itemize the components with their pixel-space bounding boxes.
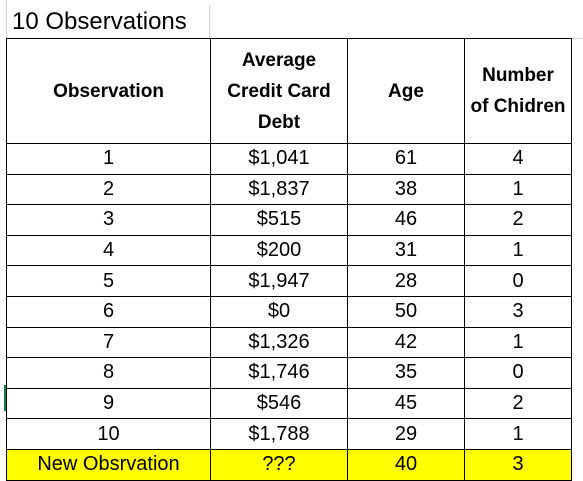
cell-children[interactable]: 2 xyxy=(464,387,572,420)
header-average-credit-card-debt[interactable]: Average Credit Card Debt xyxy=(210,38,348,144)
cell-age[interactable]: 50 xyxy=(347,295,465,328)
cell-observation[interactable]: 7 xyxy=(6,326,211,359)
header-row: Observation Average Credit Card Debt Age… xyxy=(6,38,572,144)
cell-age[interactable]: 29 xyxy=(347,418,465,450)
cell-children[interactable]: 1 xyxy=(464,173,572,206)
cell-observation[interactable]: 6 xyxy=(6,295,211,328)
table-row: 10 $1,788 29 1 xyxy=(6,418,572,450)
cell-debt[interactable]: $1,041 xyxy=(210,143,348,175)
table-row: 3 $515 46 2 xyxy=(6,204,572,236)
table-row: 5 $1,947 28 0 xyxy=(6,265,572,297)
cell-debt[interactable]: $200 xyxy=(210,234,348,267)
header-number-of-children[interactable]: Number of Chidren xyxy=(464,38,572,144)
cell-debt[interactable]: $546 xyxy=(210,387,348,420)
cell-age[interactable]: 31 xyxy=(347,234,465,267)
cell-debt[interactable]: $515 xyxy=(210,204,348,236)
cell-debt[interactable]: $1,326 xyxy=(210,326,348,359)
cell-children[interactable]: 0 xyxy=(464,357,572,389)
cell-debt[interactable]: $1,947 xyxy=(210,265,348,297)
cell-observation[interactable]: 9 xyxy=(6,387,211,420)
table-row: 6 $0 50 3 xyxy=(6,295,572,328)
cell-children[interactable]: 1 xyxy=(464,326,572,359)
cell-age[interactable]: 45 xyxy=(347,387,465,420)
cell-observation[interactable]: 5 xyxy=(6,265,211,297)
table-row: 8 $1,746 35 0 xyxy=(6,357,572,389)
cell-debt[interactable]: $0 xyxy=(210,295,348,328)
cell-age[interactable]: 28 xyxy=(347,265,465,297)
cell-new-debt[interactable]: ??? xyxy=(210,448,348,481)
table-row: 2 $1,837 38 1 xyxy=(6,173,572,206)
header-debt-line-2: Credit Card xyxy=(227,80,331,102)
table-row: 9 $546 45 2 xyxy=(6,387,572,420)
header-age[interactable]: Age xyxy=(347,38,465,144)
table-row: 4 $200 31 1 xyxy=(6,234,572,267)
cell-children[interactable]: 3 xyxy=(464,295,572,328)
cell-debt[interactable]: $1,837 xyxy=(210,173,348,206)
cell-observation[interactable]: 2 xyxy=(6,173,211,206)
cell-new-children[interactable]: 3 xyxy=(464,448,572,481)
cell-children[interactable]: 1 xyxy=(464,418,572,450)
cell-children[interactable]: 4 xyxy=(464,143,572,175)
header-children-line-1: Number xyxy=(482,65,554,86)
cell-observation[interactable]: 3 xyxy=(6,204,211,236)
cell-observation[interactable]: 10 xyxy=(6,418,211,450)
header-debt-line-1: Average xyxy=(241,49,317,71)
cell-children[interactable]: 0 xyxy=(464,265,572,297)
header-age-label: Age xyxy=(388,80,424,102)
header-debt-line-3: Debt xyxy=(257,111,301,133)
cell-children[interactable]: 1 xyxy=(464,234,572,267)
cell-age[interactable]: 35 xyxy=(347,357,465,389)
header-observation[interactable]: Observation xyxy=(6,38,211,144)
cell-age[interactable]: 46 xyxy=(347,204,465,236)
cell-age[interactable]: 61 xyxy=(347,143,465,175)
cell-new-observation[interactable]: New Obsrvation xyxy=(6,448,211,481)
cell-age[interactable]: 42 xyxy=(347,326,465,359)
cell-observation[interactable]: 8 xyxy=(6,357,211,389)
table-row: 7 $1,326 42 1 xyxy=(6,326,572,359)
cell-age[interactable]: 38 xyxy=(347,173,465,206)
header-observation-label: Observation xyxy=(53,80,164,102)
data-table: Observation Average Credit Card Debt Age… xyxy=(6,38,572,481)
header-children-line-2: of Chidren xyxy=(470,96,566,117)
cell-observation[interactable]: 4 xyxy=(6,234,211,267)
row-selection-marker xyxy=(4,385,7,411)
cell-observation[interactable]: 1 xyxy=(6,143,211,175)
new-observation-row: New Obsrvation ??? 40 3 xyxy=(6,448,572,481)
sheet-title-cell[interactable]: 10 Observations xyxy=(6,5,210,39)
table-row: 1 $1,041 61 4 xyxy=(6,143,572,175)
cell-new-age[interactable]: 40 xyxy=(347,448,465,481)
cell-debt[interactable]: $1,788 xyxy=(210,418,348,450)
cell-children[interactable]: 2 xyxy=(464,204,572,236)
cell-debt[interactable]: $1,746 xyxy=(210,357,348,389)
